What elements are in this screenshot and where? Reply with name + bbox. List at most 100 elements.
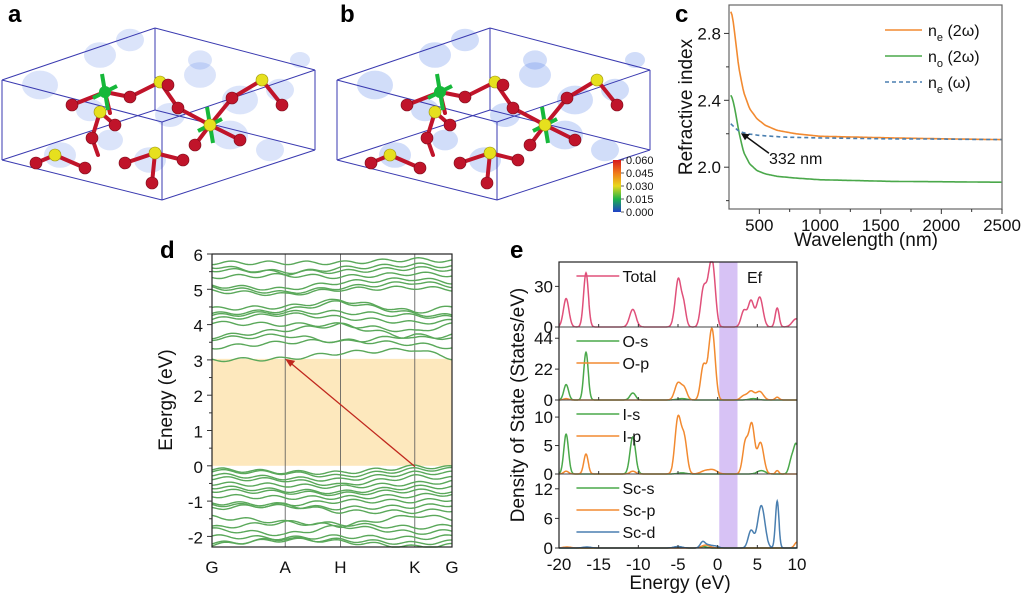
annotation-arrowhead bbox=[740, 133, 750, 141]
oxygen-atom bbox=[568, 133, 582, 147]
valence-band bbox=[211, 466, 452, 478]
sc-atom bbox=[99, 86, 111, 98]
y-tick-label: 3 bbox=[194, 352, 203, 371]
y-tick-label: 22 bbox=[534, 360, 553, 379]
oxygen-atom bbox=[523, 138, 537, 152]
plot-frame bbox=[558, 261, 798, 549]
oxygen-atom bbox=[458, 90, 472, 104]
electron-density-cloud bbox=[591, 138, 619, 162]
annotation-label: 332 nm bbox=[769, 151, 822, 168]
conduction-band bbox=[211, 262, 453, 276]
electron-density-cloud bbox=[188, 50, 212, 70]
dos-subplot-Sc: Sc-s Sc-p Sc-d 0 6 12 bbox=[534, 480, 798, 558]
valence-band bbox=[211, 498, 453, 507]
unit-cell-edge bbox=[1, 159, 163, 201]
electron-density-cloud bbox=[84, 42, 116, 68]
oxygen-atom bbox=[65, 98, 79, 112]
dos-curve bbox=[558, 414, 797, 475]
chart-e: EfTotal030O-sO-p02244I-sI-p0510Sc-sSc-pS… bbox=[508, 261, 806, 594]
legend-sub: e bbox=[937, 32, 943, 44]
conduction-band bbox=[211, 256, 453, 266]
valence-band bbox=[211, 502, 453, 515]
unit-cell-edge bbox=[496, 149, 651, 201]
oxygen-atom bbox=[78, 161, 92, 175]
y-tick-label: -2 bbox=[188, 528, 203, 547]
legend-rest: (2ω) bbox=[943, 49, 980, 66]
conduction-band bbox=[211, 320, 453, 333]
dos-subplot-total: Total 0 30 bbox=[534, 261, 798, 337]
y-tick-label: 6 bbox=[194, 246, 203, 265]
conduction-band bbox=[211, 281, 453, 295]
y-tick-label: 2.0 bbox=[697, 158, 721, 177]
iodine-atom bbox=[93, 105, 107, 119]
x-axis-label: Wavelength (nm) bbox=[794, 230, 938, 251]
y-tick-label: 5 bbox=[194, 281, 203, 300]
legend-main: n bbox=[928, 23, 937, 40]
unit-cell-edge bbox=[489, 109, 651, 151]
oxygen-atom bbox=[188, 138, 202, 152]
iodine-atom bbox=[148, 146, 162, 160]
iodine-atom bbox=[483, 146, 497, 160]
y-tick-label: 0 bbox=[544, 465, 553, 484]
x-tick-label: 5 bbox=[753, 555, 762, 574]
panel-label-c: c bbox=[675, 1, 688, 28]
y-tick-label: 10 bbox=[534, 408, 553, 427]
y-tick-label: -1 bbox=[188, 493, 203, 512]
valence-band bbox=[211, 488, 453, 497]
dos-curve bbox=[558, 432, 798, 475]
unit-cell-edge bbox=[1, 109, 156, 161]
y-tick-label: 4 bbox=[194, 317, 203, 336]
conduction-band bbox=[211, 277, 453, 291]
conduction-band bbox=[211, 309, 453, 319]
dos-curve bbox=[559, 498, 797, 549]
kpoint-label: H bbox=[334, 558, 346, 577]
colorbar-tick-label: 0.015 bbox=[626, 194, 654, 206]
oxygen-atom bbox=[275, 98, 289, 112]
fermi-level-label: Ef bbox=[747, 270, 763, 287]
y-tick-label: 12 bbox=[534, 480, 553, 499]
panel-label-a: a bbox=[8, 1, 22, 28]
dos-subplot-I: I-s I-p 0 5 10 bbox=[534, 407, 798, 484]
legend-label: ne (2ω) bbox=[928, 23, 980, 44]
valence-band bbox=[211, 534, 453, 541]
unit-cell-edge bbox=[154, 27, 316, 71]
electron-density-cloud bbox=[97, 129, 123, 151]
unit-cell-edge bbox=[336, 109, 491, 161]
kpoint-label: G bbox=[205, 558, 218, 577]
oxygen-atom bbox=[453, 156, 467, 170]
y-tick-label: 2.8 bbox=[697, 24, 721, 43]
oxygen-atom bbox=[400, 98, 414, 112]
valence-band bbox=[211, 473, 453, 486]
valence-band bbox=[211, 520, 453, 530]
conduction-band bbox=[211, 347, 453, 363]
oxygen-atom bbox=[560, 91, 574, 105]
oxygen-atom bbox=[225, 91, 239, 105]
valence-band bbox=[211, 492, 453, 501]
unit-cell-edge bbox=[336, 27, 491, 81]
kpoint-label: K bbox=[409, 558, 421, 577]
conduction-band bbox=[211, 298, 453, 314]
conduction-band bbox=[211, 322, 453, 340]
kpoint-label: A bbox=[280, 558, 292, 577]
y-tick-label: 0 bbox=[544, 318, 553, 337]
x-tick-label: -20 bbox=[547, 555, 572, 574]
oxygen-atom bbox=[171, 101, 185, 115]
oxygen-atom bbox=[511, 153, 525, 167]
valence-band bbox=[211, 479, 453, 490]
panel-label-b: b bbox=[340, 1, 355, 28]
y-axis-label: Density of State (States/eV) bbox=[508, 288, 529, 522]
valence-band bbox=[211, 524, 453, 537]
electron-density-cloud bbox=[184, 62, 216, 88]
conduction-band bbox=[211, 271, 453, 280]
x-tick-label: 2500 bbox=[983, 216, 1021, 235]
legend-label: Sc-d bbox=[622, 525, 655, 542]
electron-density-cloud bbox=[523, 50, 547, 70]
conduction-band bbox=[211, 333, 453, 344]
electron-density-cloud bbox=[256, 138, 284, 162]
valence-band bbox=[211, 470, 453, 482]
electron-density-cloud bbox=[432, 129, 458, 151]
y-axis-label: Energy (eV) bbox=[156, 349, 177, 450]
unit-cell-edge bbox=[1, 27, 156, 81]
oxygen-atom bbox=[364, 156, 378, 170]
